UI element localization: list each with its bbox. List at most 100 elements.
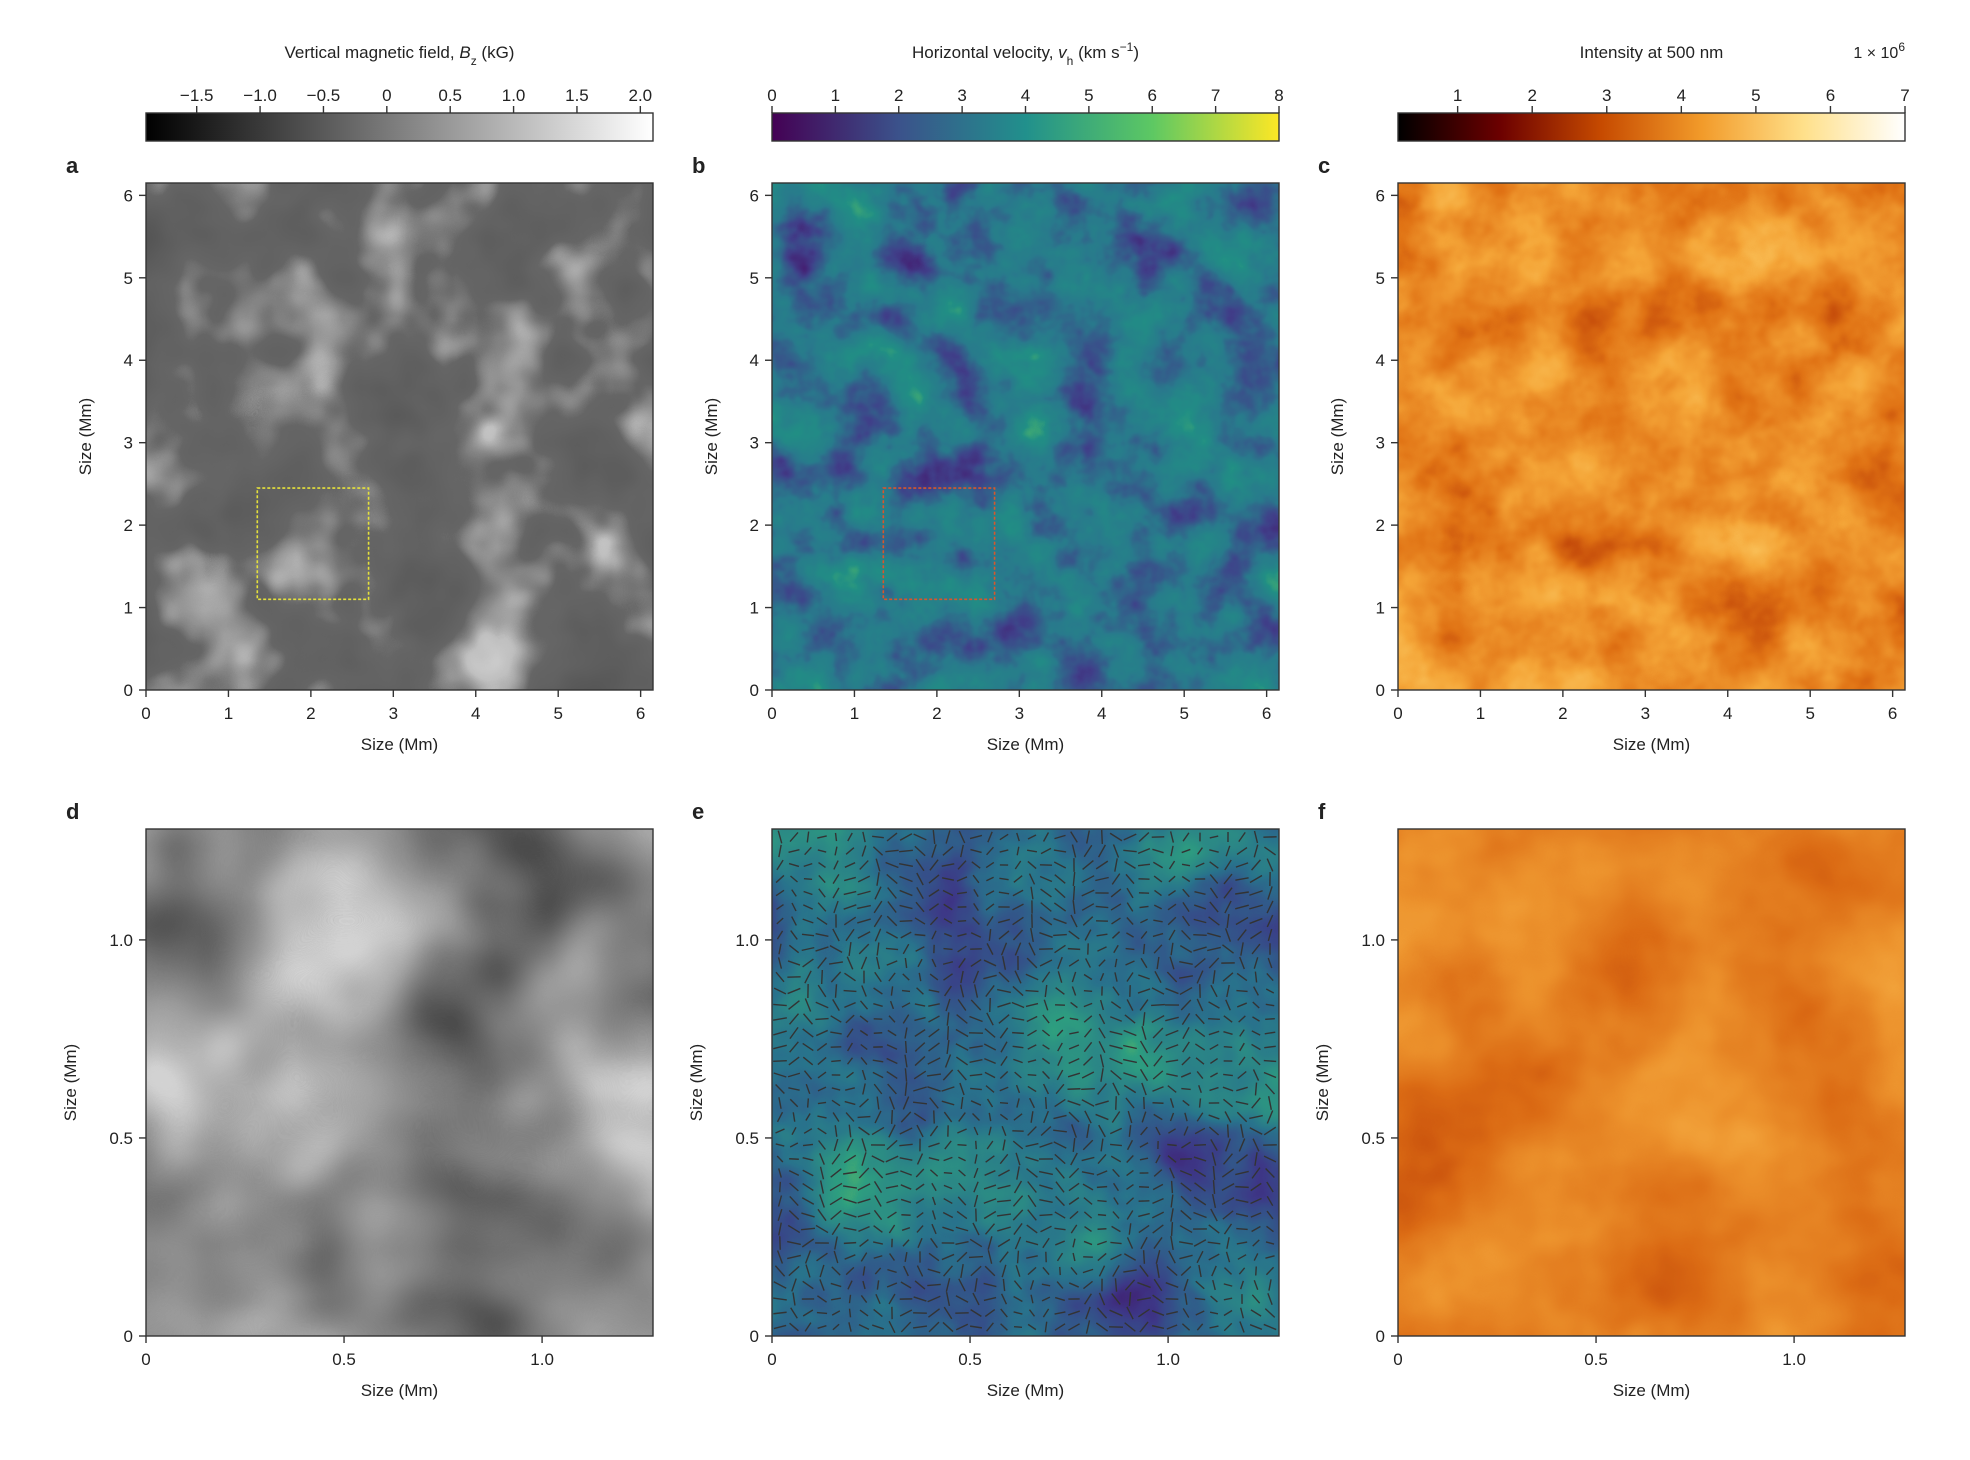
velocity-arrow (873, 987, 883, 995)
velocity-arrow (974, 1278, 978, 1292)
velocity-arrow (1097, 1199, 1107, 1203)
velocity-arrow (931, 1223, 937, 1235)
velocity-arrow (1249, 1127, 1263, 1135)
velocity-arrow (955, 1240, 969, 1246)
velocity-arrow (862, 1280, 866, 1290)
velocity-arrow (845, 928, 855, 942)
velocity-arrow (1026, 957, 1038, 969)
panel-letter: d (66, 799, 79, 824)
velocity-arrow (1097, 1083, 1107, 1095)
velocity-arrow (928, 1252, 940, 1262)
x-axis-label: Size (Mm) (361, 735, 438, 754)
velocity-arrow (888, 1096, 896, 1110)
velocity-arrow (1138, 974, 1150, 980)
velocity-arrow (1039, 875, 1053, 883)
velocity-arrow (1028, 942, 1036, 956)
velocity-arrow (829, 1196, 843, 1206)
x-tick-label: 0 (767, 1350, 776, 1369)
velocity-arrow (861, 845, 867, 857)
velocity-arrow (874, 1195, 882, 1207)
velocity-arrow (1016, 846, 1020, 856)
velocity-arrow (970, 999, 982, 1011)
velocity-arrow (862, 1266, 866, 1276)
velocity-arrow (843, 890, 857, 896)
velocity-arrow (999, 1101, 1009, 1105)
velocity-arrow (775, 889, 785, 897)
x-tick-label: 2 (1558, 704, 1567, 723)
velocity-arrow (1223, 1046, 1233, 1048)
velocity-arrow (1124, 1014, 1136, 1024)
velocity-arrow (1226, 1124, 1230, 1138)
colorbar-gradient (771, 112, 1280, 142)
velocity-arrow (1082, 1183, 1094, 1191)
velocity-arrow (1114, 1278, 1118, 1292)
velocity-arrow (1128, 1291, 1132, 1307)
velocity-arrow (1013, 1295, 1023, 1303)
velocity-arrow (1068, 1323, 1080, 1331)
velocity-arrow (843, 1198, 857, 1204)
velocity-arrow (874, 886, 882, 900)
velocity-arrow (917, 958, 923, 968)
y-axis-label: Size (Mm) (702, 398, 721, 475)
velocity-arrow (1222, 972, 1234, 982)
velocity-arrow (942, 889, 954, 897)
velocity-arrow (1027, 1194, 1037, 1208)
velocity-arrow (831, 1297, 841, 1301)
velocity-arrow (1139, 1142, 1149, 1148)
velocity-arrow (1014, 970, 1022, 984)
velocity-arrow (1253, 830, 1259, 844)
velocity-arrow (1138, 1308, 1150, 1318)
panel-frame (145, 182, 654, 691)
velocity-arrow (1168, 889, 1176, 897)
velocity-arrow (931, 1182, 937, 1192)
velocity-arrow (1222, 1086, 1234, 1092)
velocity-arrow (1165, 1059, 1179, 1063)
velocity-arrow (1070, 1152, 1078, 1166)
velocity-arrow (1059, 1266, 1061, 1276)
velocity-arrow (1068, 1182, 1080, 1192)
velocity-arrow (1209, 861, 1219, 869)
velocity-arrow (1166, 971, 1178, 983)
velocity-arrow (890, 986, 894, 996)
velocity-arrow (986, 876, 994, 882)
velocity-arrow (1252, 1001, 1260, 1009)
velocity-arrow (1070, 1001, 1078, 1009)
velocity-arrow (1000, 1293, 1008, 1305)
velocity-arrow (872, 1059, 884, 1063)
x-tick-label: 0.5 (958, 1350, 982, 1369)
velocity-arrow (1098, 1013, 1106, 1025)
velocity-arrow (1267, 1293, 1273, 1305)
velocity-arrow (1042, 1237, 1050, 1249)
velocity-arrow (999, 1070, 1009, 1080)
velocity-arrow (1239, 1042, 1245, 1052)
velocity-arrow (1000, 1323, 1008, 1331)
velocity-arrow (886, 1070, 898, 1080)
colorbar-tick-label: 6 (1826, 86, 1835, 105)
colorbar-tick-label: 2 (894, 86, 903, 105)
velocity-arrow (1111, 1225, 1121, 1233)
velocity-arrow (861, 985, 867, 997)
velocity-arrow (1025, 1240, 1039, 1246)
velocity-arrow (1109, 1030, 1123, 1036)
colorbar-tick-label: 1.5 (565, 86, 589, 105)
velocity-arrow (928, 1028, 940, 1038)
velocity-arrow (791, 902, 797, 912)
velocity-arrow (904, 1082, 908, 1096)
velocity-arrow (1083, 844, 1093, 858)
panel-frame (1397, 182, 1906, 691)
velocity-arrow (1235, 1198, 1249, 1204)
velocity-arrow (1097, 946, 1107, 952)
panel-letter: e (692, 799, 704, 824)
velocity-arrow (1126, 1139, 1134, 1151)
velocity-arrow (913, 1112, 927, 1122)
velocity-arrow (958, 1182, 966, 1192)
velocity-arrow (1012, 1045, 1024, 1049)
velocity-arrow (787, 1240, 801, 1246)
velocity-arrow (1236, 846, 1248, 856)
velocity-arrow (790, 1307, 798, 1319)
velocity-arrow (916, 1225, 924, 1233)
velocity-arrow (1015, 1265, 1021, 1277)
velocity-arrow (1251, 1225, 1261, 1233)
velocity-arrow (817, 1101, 827, 1105)
velocity-arrow (844, 862, 856, 868)
